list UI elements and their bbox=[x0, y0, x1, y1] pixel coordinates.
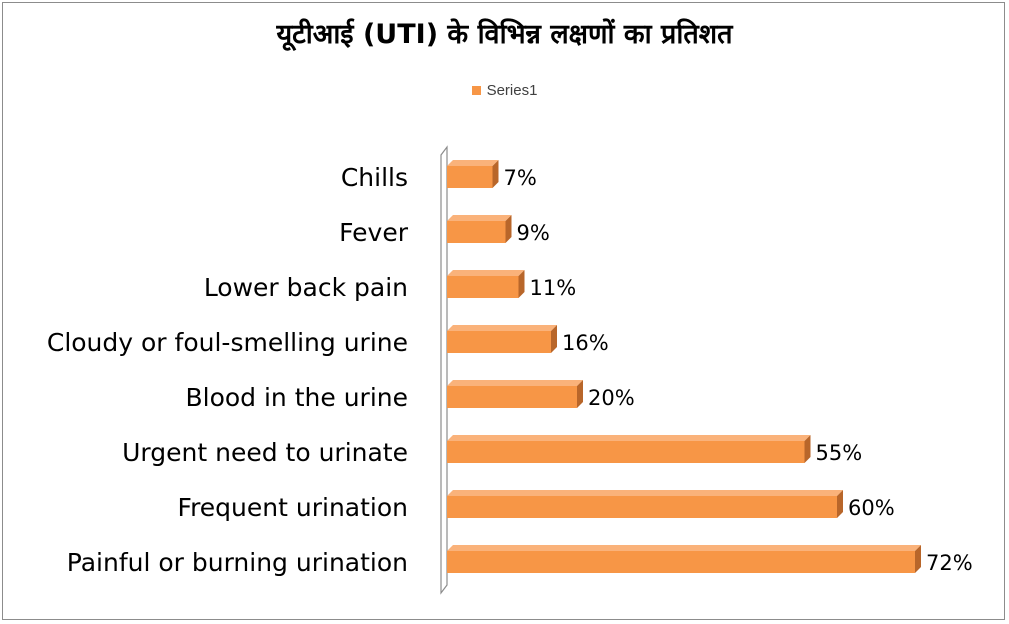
data-label: 7% bbox=[504, 166, 537, 190]
bar-side-face bbox=[915, 545, 921, 573]
bar-top-face bbox=[447, 270, 525, 276]
bar-top-face bbox=[447, 380, 583, 386]
bar bbox=[447, 331, 551, 353]
bar bbox=[447, 166, 493, 188]
data-label: 20% bbox=[588, 386, 635, 410]
bar bbox=[447, 496, 837, 518]
bar-top-face bbox=[447, 490, 843, 496]
data-label: 11% bbox=[530, 276, 577, 300]
bar-side-face bbox=[551, 325, 557, 353]
bar-top-face bbox=[447, 160, 499, 166]
data-label: 72% bbox=[926, 551, 973, 575]
chart-title: यूटीआई (UTI) के विभिन्न लक्षणों का प्रति… bbox=[276, 19, 733, 50]
bar bbox=[447, 386, 577, 408]
category-label: Urgent need to urinate bbox=[122, 438, 408, 467]
category-label: Cloudy or foul-smelling urine bbox=[47, 328, 408, 357]
bar-top-face bbox=[447, 435, 811, 441]
bar bbox=[447, 276, 519, 298]
data-label: 9% bbox=[517, 221, 550, 245]
bar-top-face bbox=[447, 325, 557, 331]
bar-top-face bbox=[447, 545, 921, 551]
category-label: Blood in the urine bbox=[185, 383, 408, 412]
bar bbox=[447, 551, 915, 573]
category-label: Lower back pain bbox=[204, 273, 408, 302]
category-label: Frequent urination bbox=[178, 493, 408, 522]
bar-side-face bbox=[804, 435, 811, 463]
category-label: Painful or burning urination bbox=[67, 548, 408, 577]
category-axis bbox=[440, 145, 448, 595]
legend: Series1 bbox=[0, 82, 1009, 99]
data-label: 55% bbox=[816, 441, 863, 465]
bar-top-face bbox=[447, 215, 512, 221]
bar-side-face bbox=[577, 380, 583, 408]
bar-side-face bbox=[837, 490, 843, 518]
data-label: 16% bbox=[562, 331, 609, 355]
bar-side-face bbox=[505, 215, 512, 243]
legend-entry: Series1 bbox=[486, 82, 538, 99]
category-label: Fever bbox=[339, 218, 409, 247]
bar-side-face bbox=[518, 270, 525, 298]
bar-side-face bbox=[492, 160, 499, 188]
bar bbox=[447, 221, 506, 243]
legend-swatch bbox=[471, 85, 481, 95]
bar bbox=[447, 441, 805, 463]
category-label: Chills bbox=[341, 163, 408, 192]
data-label: 60% bbox=[848, 496, 895, 520]
